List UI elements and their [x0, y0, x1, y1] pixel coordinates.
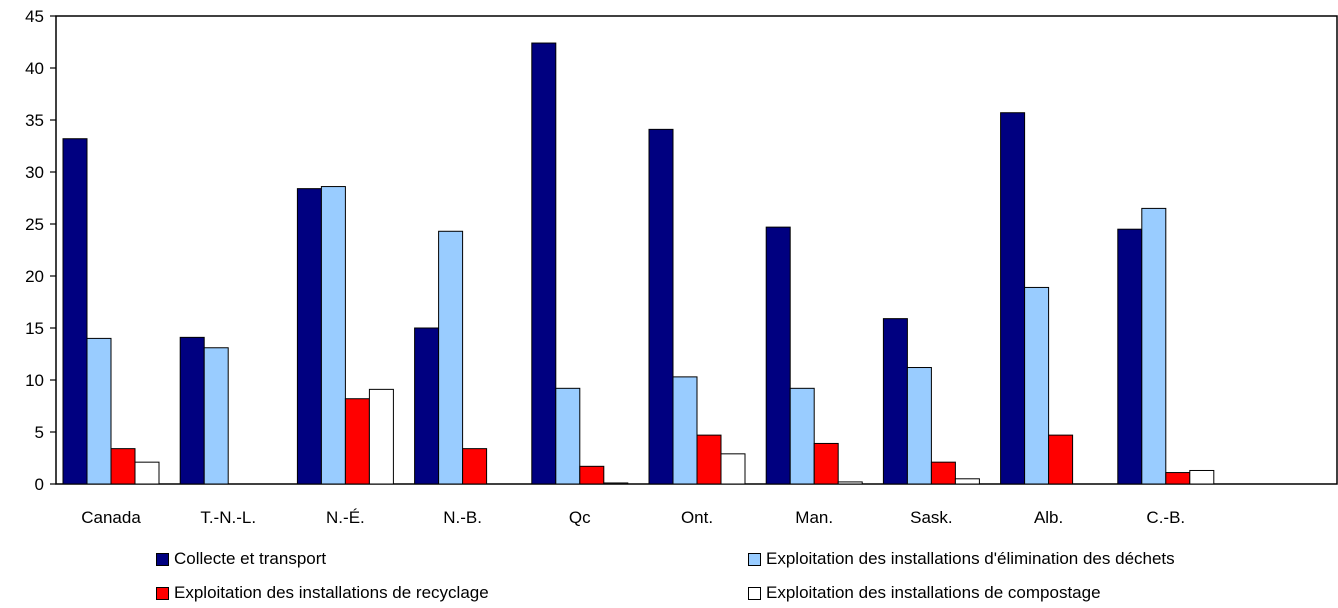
bar-5-3: [720, 453, 746, 485]
x-tick-label: Man.: [795, 508, 833, 527]
bar-2-2: [344, 398, 370, 485]
x-tick-label: Alb.: [1034, 508, 1063, 527]
x-tick-label: Ont.: [681, 508, 713, 527]
bar-1-1: [203, 347, 229, 485]
bar-4-1: [555, 387, 581, 485]
x-tick-label: Canada: [81, 508, 141, 527]
x-tick-label: N.-B.: [443, 508, 482, 527]
bar-1-0: [179, 336, 205, 485]
y-tick-label: 0: [35, 475, 44, 494]
bar-0-3: [134, 461, 160, 485]
bar-2-1: [320, 186, 346, 485]
bar-0-1: [86, 337, 112, 485]
bar-0-2: [110, 448, 136, 485]
bar-8-1: [1024, 286, 1050, 485]
bar-7-1: [906, 367, 932, 485]
y-tick-label: 30: [25, 163, 44, 182]
bar-5-1: [672, 376, 698, 485]
y-tick-label: 40: [25, 59, 44, 78]
y-tick-label: 35: [25, 111, 44, 130]
bar-9-3: [1189, 469, 1215, 485]
y-tick-label: 10: [25, 371, 44, 390]
bar-6-2: [813, 442, 839, 485]
bar-4-0: [531, 42, 557, 485]
bar-7-3: [954, 478, 980, 485]
bar-4-2: [579, 465, 605, 485]
y-tick-label: 15: [25, 319, 44, 338]
y-tick-label: 20: [25, 267, 44, 286]
x-tick-label: Sask.: [910, 508, 953, 527]
x-tick-label: Qc: [569, 508, 591, 527]
bar-6-3: [837, 481, 863, 485]
x-tick-label: N.-É.: [326, 508, 365, 527]
bar-6-0: [765, 226, 791, 485]
bar-9-1: [1141, 207, 1167, 485]
bar-5-2: [696, 434, 722, 485]
bar-0-0: [62, 138, 88, 485]
bar-8-0: [1000, 112, 1026, 485]
bar-7-2: [930, 461, 956, 485]
bar-3-1: [438, 230, 464, 485]
y-tick-label: 25: [25, 215, 44, 234]
bar-9-2: [1165, 472, 1191, 485]
bars: [62, 42, 1215, 485]
x-tick-label: C.-B.: [1146, 508, 1185, 527]
y-tick-label: 5: [35, 423, 44, 442]
bar-9-0: [1117, 228, 1143, 485]
bar-8-2: [1048, 434, 1074, 485]
bar-7-0: [882, 318, 908, 485]
bar-3-2: [462, 448, 488, 485]
y-tick-label: 45: [25, 7, 44, 26]
bar-3-0: [414, 327, 440, 485]
x-axis: Canada T.-N.-L. N.-É. N.-B. Qc Ont. Man. Sask. A…: [81, 508, 1185, 527]
bar-6-1: [789, 387, 815, 485]
bar-5-0: [648, 128, 674, 485]
bar-4-3: [603, 482, 629, 485]
bar-2-0: [296, 188, 322, 485]
bar-2-3: [368, 388, 394, 485]
x-tick-label: T.-N.-L.: [200, 508, 256, 527]
